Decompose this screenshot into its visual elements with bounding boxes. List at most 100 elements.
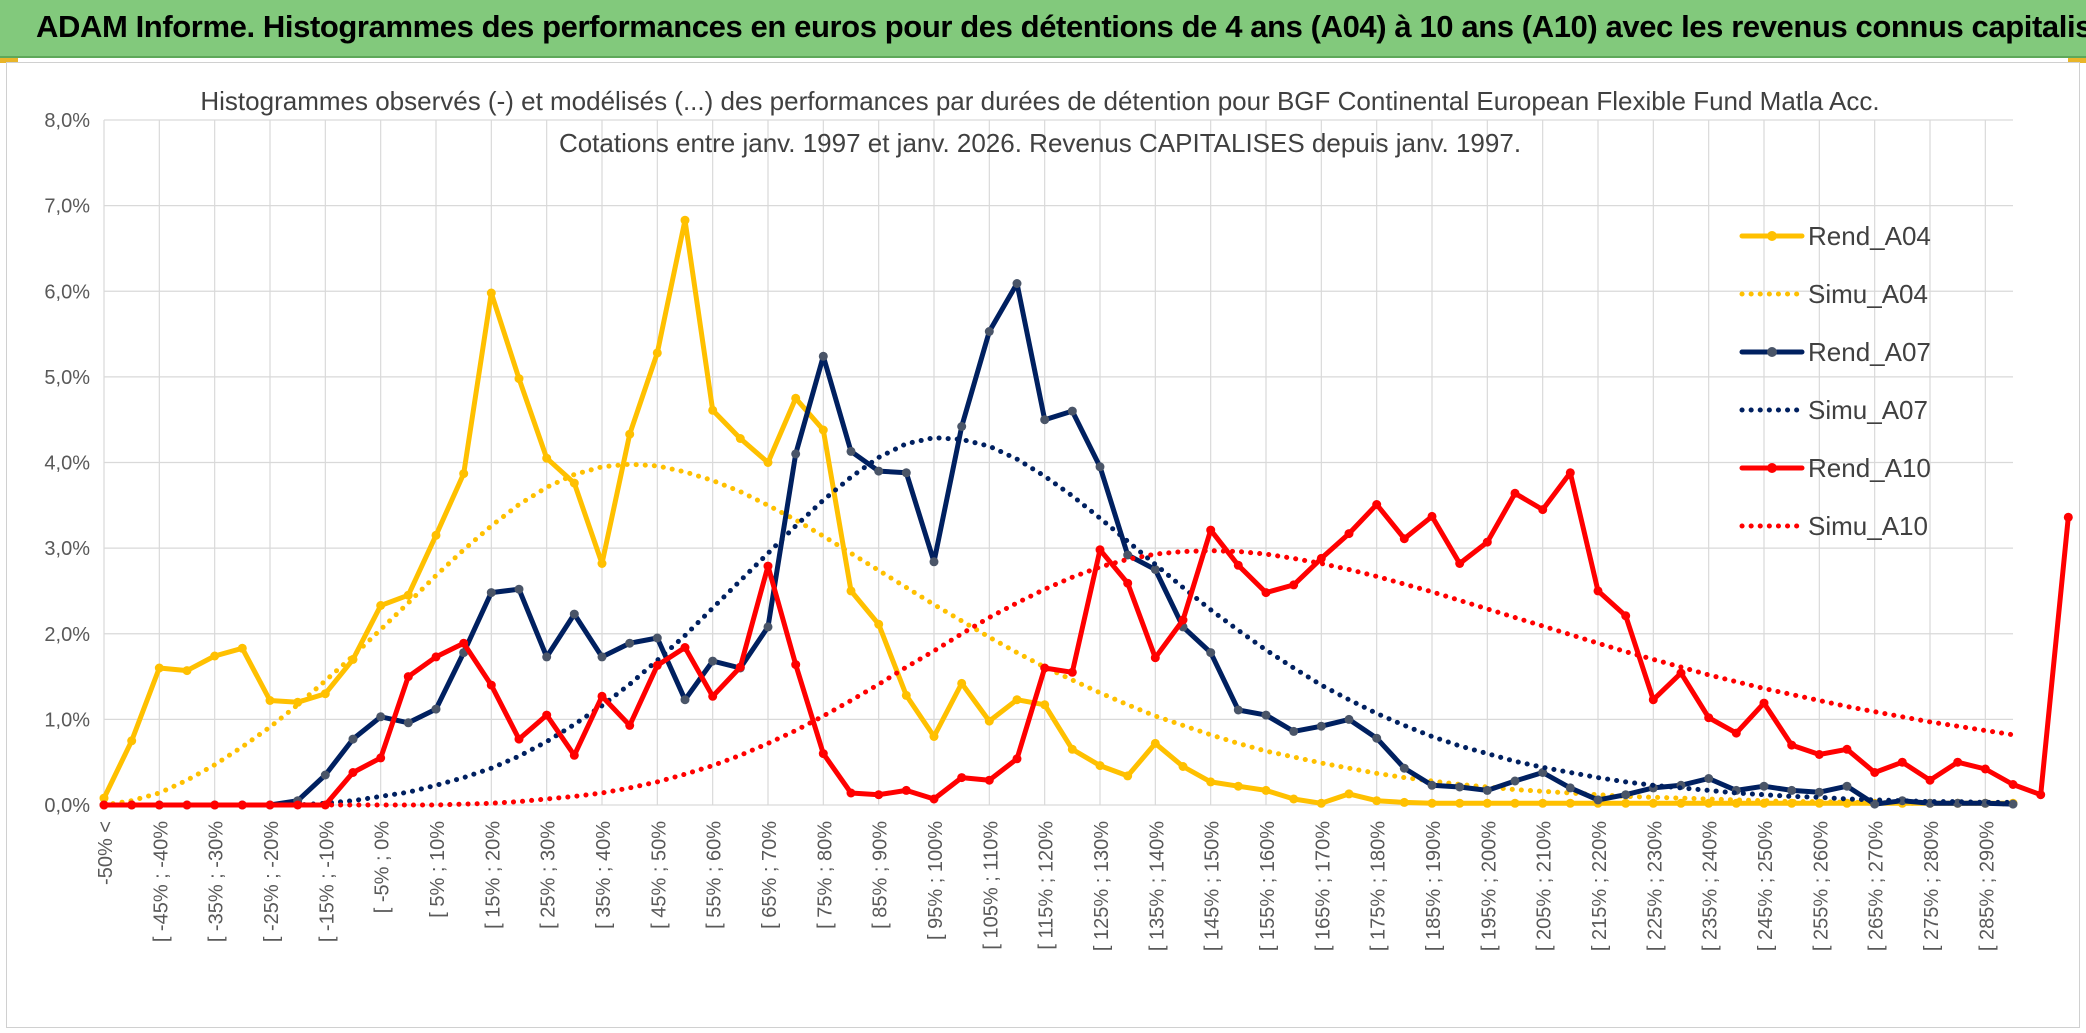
x-tick-label: -50% < — [95, 821, 117, 885]
x-tick-label: [ 265% ; 270% — [1866, 821, 1888, 951]
point-rend-a07 — [1344, 714, 1354, 724]
point-rend-a07 — [569, 609, 579, 619]
point-rend-a07 — [901, 468, 911, 478]
point-rend-a10 — [929, 794, 939, 804]
point-rend-a04 — [486, 288, 496, 298]
point-rend-a07 — [1427, 780, 1437, 790]
point-rend-a07 — [1233, 705, 1243, 715]
point-rend-a10 — [1842, 744, 1852, 754]
point-rend-a07 — [1842, 781, 1852, 791]
point-rend-a04 — [846, 586, 856, 596]
point-rend-a07 — [1040, 415, 1050, 425]
x-tick-label: [ 15% ; 20% — [482, 821, 504, 929]
x-tick-label: [ 95% ; 100% — [925, 821, 947, 940]
legend-label-simu-a07: Simu_A07 — [1808, 395, 1928, 425]
x-tick-label: [ 145% ; 150% — [1202, 821, 1224, 951]
point-rend-a04 — [1676, 798, 1686, 808]
point-rend-a04 — [1289, 794, 1299, 804]
point-rend-a10 — [2036, 790, 2046, 800]
point-rend-a10 — [1482, 537, 1492, 547]
point-rend-a10 — [1870, 768, 1880, 777]
point-rend-a10 — [1399, 534, 1409, 544]
point-rend-a07 — [376, 712, 386, 722]
point-rend-a07 — [348, 734, 358, 744]
point-rend-a10 — [1897, 757, 1907, 767]
point-rend-a07 — [957, 422, 967, 431]
y-tick-label: 8,0% — [44, 110, 90, 132]
point-rend-a04 — [1565, 798, 1575, 808]
point-rend-a10 — [625, 720, 635, 730]
point-rend-a10 — [735, 662, 745, 672]
point-rend-a04 — [1344, 789, 1354, 799]
point-rend-a10 — [1787, 740, 1797, 750]
point-rend-a04 — [154, 663, 164, 673]
point-rend-a10 — [459, 638, 469, 648]
point-rend-a10 — [1427, 511, 1437, 521]
point-rend-a04 — [818, 425, 828, 435]
point-rend-a04 — [1206, 777, 1216, 787]
x-tick-label: [ 75% ; 80% — [814, 821, 836, 929]
point-rend-a04 — [1427, 798, 1437, 808]
point-rend-a07 — [403, 718, 413, 728]
point-rend-a10 — [1178, 615, 1188, 625]
corner-accent-left — [0, 58, 18, 63]
x-tick-label: [ -5% ; 0% — [372, 821, 394, 913]
point-rend-a07 — [1870, 799, 1880, 809]
point-rend-a04 — [901, 690, 911, 700]
point-rend-a04 — [542, 453, 552, 463]
point-rend-a04 — [320, 689, 330, 699]
x-tick-label: [ 45% ; 50% — [648, 821, 670, 929]
series-line-simu-a07 — [101, 435, 2016, 808]
point-rend-a10 — [652, 660, 662, 670]
point-rend-a04 — [1372, 796, 1382, 806]
x-tick-label: [ 285% ; 290% — [1976, 821, 1998, 951]
point-rend-a10 — [1455, 559, 1465, 568]
point-rend-a04 — [99, 793, 109, 803]
point-rend-a10 — [1925, 775, 1935, 785]
point-rend-a04 — [569, 478, 579, 488]
point-rend-a07 — [597, 652, 607, 662]
point-rend-a04 — [182, 666, 192, 676]
point-rend-a10 — [1123, 578, 1133, 588]
x-tick-label: [ 85% ; 90% — [870, 821, 892, 929]
corner-accent-right — [2068, 58, 2086, 63]
y-tick-label: 7,0% — [44, 196, 90, 218]
point-rend-a07 — [1316, 721, 1326, 731]
x-tick-label: [ 185% ; 190% — [1423, 821, 1445, 951]
point-rend-a07 — [1510, 776, 1520, 786]
point-rend-a10 — [1316, 553, 1326, 563]
point-rend-a10 — [376, 753, 386, 763]
point-rend-a10 — [1012, 754, 1022, 764]
point-rend-a10 — [1538, 505, 1548, 515]
x-tick-label: [ -45% ; -40% — [150, 821, 172, 942]
point-rend-a04 — [708, 405, 718, 415]
point-rend-a10 — [1704, 713, 1714, 723]
point-rend-a04 — [1095, 761, 1105, 771]
x-tick-label: [ 255% ; 260% — [1810, 821, 1832, 951]
point-rend-a10 — [431, 652, 441, 662]
point-rend-a04 — [1178, 762, 1188, 771]
x-tick-label: [ 25% ; 30% — [538, 821, 560, 929]
point-rend-a10 — [818, 749, 828, 759]
point-rend-a07 — [1538, 768, 1548, 777]
point-rend-a04 — [1621, 798, 1631, 808]
y-tick-label: 4,0% — [44, 453, 90, 475]
legend-label-rend-a07: Rend_A07 — [1808, 337, 1931, 367]
series-line-rend-a10 — [101, 470, 2071, 808]
point-rend-a10 — [1095, 545, 1105, 555]
x-tick-label: [ 275% ; 280% — [1921, 821, 1943, 951]
y-tick-label: 2,0% — [44, 624, 90, 646]
point-rend-a10 — [514, 734, 524, 744]
legend-marker-rend-a04 — [1767, 231, 1777, 241]
x-tick-label: [ -35% ; -30% — [206, 821, 228, 942]
point-rend-a10 — [763, 561, 773, 571]
point-rend-a10 — [1593, 586, 1603, 596]
x-tick-label: [ 35% ; 40% — [593, 821, 615, 929]
point-rend-a10 — [1040, 663, 1050, 673]
series-line-rend-a07 — [101, 281, 2016, 808]
point-rend-a04 — [1123, 771, 1133, 781]
point-rend-a07 — [1704, 774, 1714, 783]
point-rend-a07 — [1482, 785, 1492, 795]
point-rend-a07 — [431, 704, 441, 714]
